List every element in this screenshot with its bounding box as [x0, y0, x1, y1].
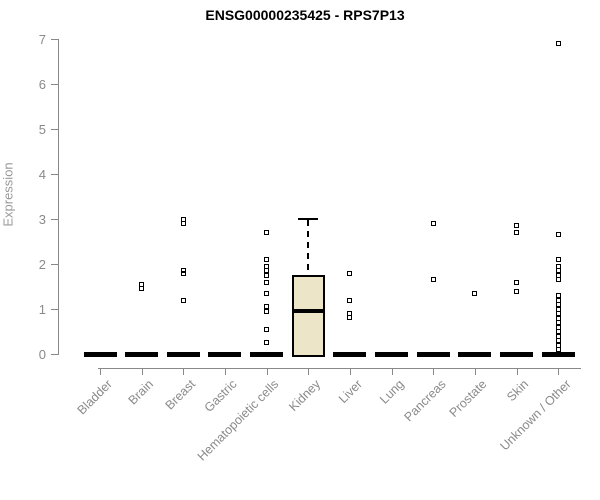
x-tick — [516, 368, 518, 375]
outlier-point — [555, 41, 561, 46]
outlier-point — [347, 270, 353, 276]
x-axis-line — [98, 368, 581, 369]
outlier-point — [264, 290, 270, 296]
x-tick-label: Hematopoietic cells — [195, 377, 282, 464]
x-tick — [474, 368, 476, 375]
y-tick — [51, 174, 58, 175]
x-tick — [141, 368, 143, 375]
outlier-point — [264, 257, 270, 262]
y-tick-label: 1 — [38, 302, 46, 317]
box — [291, 275, 325, 357]
x-tick — [558, 368, 560, 375]
y-tick-label: 4 — [38, 167, 46, 182]
zero-median-bar — [250, 351, 284, 357]
chart-title: ENSG00000235425 - RPS7P13 — [205, 7, 405, 23]
zero-median-bar — [500, 351, 534, 357]
outlier-point — [264, 279, 270, 285]
y-axis-label: Expression — [0, 162, 16, 227]
zero-median-bar — [125, 351, 159, 357]
outlier-point — [555, 277, 561, 283]
y-tick — [51, 39, 58, 40]
whisker-cap — [298, 218, 319, 220]
y-tick-label: 5 — [38, 122, 46, 137]
y-tick-label: 6 — [38, 77, 46, 92]
x-tick-label: Lung — [377, 377, 407, 407]
outlier-point — [555, 347, 561, 352]
outlier-point — [430, 277, 436, 283]
y-tick — [51, 129, 58, 130]
outlier-point — [180, 221, 186, 226]
x-tick-label: Prostate — [447, 377, 490, 420]
x-tick-label: Liver — [335, 377, 365, 407]
outlier-point — [264, 308, 270, 314]
outlier-point — [472, 290, 478, 296]
x-tick — [433, 368, 435, 375]
outlier-point — [180, 270, 186, 276]
y-tick-label: 7 — [38, 32, 46, 47]
x-tick — [100, 368, 101, 375]
x-tick-label: Pancreas — [400, 377, 449, 425]
x-tick — [183, 368, 185, 375]
zero-median-bar — [458, 351, 492, 357]
outlier-point — [264, 272, 270, 278]
box-median — [293, 309, 323, 314]
outlier-point — [347, 314, 353, 320]
zero-median-bar — [166, 351, 200, 357]
outlier-point — [139, 286, 145, 292]
zero-median-bar — [541, 351, 575, 357]
outlier-point — [264, 340, 270, 346]
y-tick-label: 3 — [38, 212, 46, 227]
x-tick-label: Gastric — [202, 377, 240, 415]
whisker — [307, 220, 310, 276]
outlier-point — [514, 230, 520, 235]
zero-median-bar — [333, 351, 367, 357]
x-tick-label: Kidney — [286, 377, 324, 414]
outlier-point — [555, 232, 561, 238]
y-tick — [51, 354, 58, 355]
outlier-point — [555, 257, 561, 262]
y-tick — [51, 84, 58, 85]
outlier-point — [264, 326, 270, 332]
x-tick-label: Breast — [162, 377, 199, 413]
outlier-point — [514, 223, 520, 229]
x-tick — [349, 368, 351, 375]
y-tick-label: 2 — [38, 257, 46, 272]
outlier-point — [430, 221, 436, 226]
x-tick — [266, 368, 268, 375]
zero-median-bar — [416, 351, 450, 357]
x-tick — [224, 368, 226, 375]
outlier-point — [264, 230, 270, 235]
zero-median-bar — [375, 351, 409, 357]
y-tick-label: 0 — [38, 347, 46, 362]
zero-median-bar — [208, 351, 242, 357]
outlier-point — [180, 297, 186, 303]
x-tick-label: Bladder — [74, 377, 115, 418]
y-tick — [51, 219, 58, 220]
y-tick — [51, 264, 58, 265]
outlier-point — [514, 288, 520, 294]
outlier-point — [514, 279, 520, 285]
outlier-point — [347, 297, 353, 303]
x-tick-label: Brain — [126, 377, 157, 408]
x-tick — [391, 368, 393, 375]
y-tick — [51, 309, 58, 310]
x-tick-label: Skin — [504, 377, 532, 405]
x-tick — [308, 368, 310, 375]
zero-median-bar — [83, 351, 117, 357]
y-axis-line — [58, 39, 59, 355]
